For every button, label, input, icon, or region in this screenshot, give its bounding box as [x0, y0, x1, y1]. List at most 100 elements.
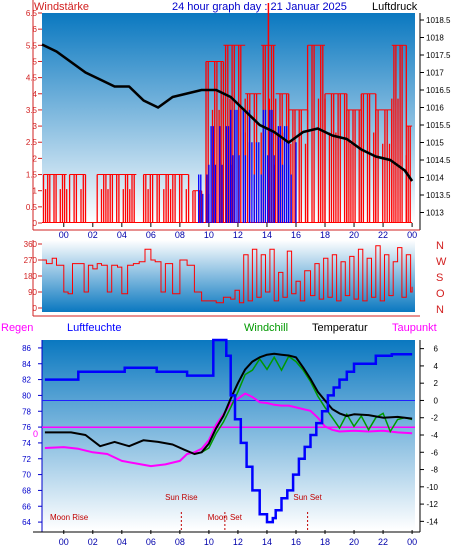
- wind-tick-label: 0: [33, 219, 38, 228]
- compass-label: O: [436, 288, 445, 300]
- p3-hour-label: 20: [349, 537, 359, 547]
- p3-hour-label: 12: [233, 537, 243, 547]
- wind-tick-label: 3: [33, 122, 38, 131]
- humidity-tick-label: 66: [22, 502, 31, 511]
- p1-hour-label: 06: [146, 230, 156, 240]
- regen-zero-label: 0: [33, 429, 38, 439]
- p3-hour-label: 04: [117, 537, 127, 547]
- p1-hour-label: 00: [407, 230, 417, 240]
- temperature-line: [44, 352, 413, 455]
- humidity-tick-label: 80: [22, 391, 31, 400]
- wind-tick-label: 6: [33, 25, 38, 34]
- panel2-plot-area: [42, 240, 415, 312]
- wind-tick-label: 5: [33, 57, 38, 66]
- direction-tick-label: 180: [24, 272, 38, 281]
- humidity-tick-label: 82: [22, 376, 31, 385]
- temperature-tick-label: -14: [426, 517, 438, 526]
- wind-bars: [273, 126, 290, 223]
- humidity-tick-label: 74: [22, 439, 31, 448]
- compass-label: W: [436, 256, 447, 268]
- pressure-line: [41, 43, 414, 182]
- humidity-tick-label: 70: [22, 471, 31, 480]
- legend-taupunkt: Taupunkt: [392, 322, 437, 334]
- pressure-tick-label: 1015: [426, 139, 444, 148]
- p3-hour-label: 08: [175, 537, 185, 547]
- wind-bars: [248, 142, 262, 223]
- gust-bars: [42, 174, 68, 223]
- wind-tick-label: 2.5: [26, 138, 38, 147]
- direction-tick-label: 0: [33, 304, 38, 313]
- temperature-tick-label: -4: [431, 431, 439, 440]
- direction-tick-label: 270: [24, 256, 38, 265]
- p3-hour-label: 14: [262, 537, 272, 547]
- gust-bars: [142, 174, 190, 223]
- temperature-tick-label: 2: [434, 379, 439, 388]
- wind-bars: [262, 109, 275, 223]
- pressure-tick-label: 1013: [426, 209, 444, 218]
- pressure-axis-title: Luftdruck: [372, 1, 418, 13]
- event-label: Moon Rise: [50, 513, 89, 522]
- p3-hour-label: 00: [407, 537, 417, 547]
- direction-tick-label: 360: [24, 240, 38, 249]
- legend-temperatur: Temperatur: [312, 322, 368, 334]
- p1-hour-label: 20: [349, 230, 359, 240]
- gust-bars: [96, 174, 135, 223]
- gust-bars: [68, 174, 87, 223]
- pressure-tick-label: 1013.5: [426, 191, 451, 200]
- p3-hour-label: 10: [204, 537, 214, 547]
- chart-title: 24 hour graph day : 21 Januar 2025: [172, 1, 347, 13]
- humidity-tick-label: 84: [22, 360, 31, 369]
- pressure-tick-label: 1016: [426, 104, 444, 113]
- humidity-tick-label: 76: [22, 423, 31, 432]
- p1-hour-label: 02: [88, 230, 98, 240]
- compass-label: S: [436, 272, 443, 284]
- p1-hour-label: 08: [175, 230, 185, 240]
- wind-tick-label: 4: [33, 90, 38, 99]
- temperature-tick-label: -8: [431, 466, 439, 475]
- gust-bars: [346, 109, 362, 223]
- pressure-tick-label: 1014.5: [426, 156, 451, 165]
- temperature-tick-label: -10: [426, 483, 438, 492]
- wind-tick-label: 5.5: [26, 41, 38, 50]
- wind-direction-line: [42, 245, 413, 304]
- p1-hour-label: 12: [233, 230, 243, 240]
- p1-hour-label: 00: [59, 230, 69, 240]
- pressure-tick-label: 1014: [426, 174, 444, 183]
- event-label: Sun Set: [293, 493, 322, 502]
- wind-tick-label: 6.5: [26, 9, 38, 18]
- humidity-tick-label: 78: [22, 407, 31, 416]
- p1-hour-label: 16: [291, 230, 301, 240]
- gust-bars: [222, 45, 246, 223]
- wind-tick-label: 2: [33, 154, 38, 163]
- compass-label: N: [436, 240, 444, 252]
- direction-tick-label: 90: [28, 288, 37, 297]
- humidity-tick-label: 86: [22, 344, 31, 353]
- legend-regen: Regen: [1, 322, 33, 334]
- event-label: Moon Set: [208, 513, 243, 522]
- panel3-plot-area: [42, 340, 415, 530]
- compass-label: N: [436, 304, 444, 316]
- p1-hour-label: 18: [320, 230, 330, 240]
- wind-axis-title: Windstärke: [34, 1, 89, 13]
- pressure-tick-label: 1017: [426, 69, 444, 78]
- p3-hour-label: 06: [146, 537, 156, 547]
- dewpoint-line: [44, 392, 413, 468]
- temperature-tick-label: -6: [431, 448, 439, 457]
- p1-hour-label: 22: [378, 230, 388, 240]
- pressure-tick-label: 1017.5: [426, 51, 451, 60]
- humidity-tick-label: 72: [22, 455, 31, 464]
- wind-tick-label: 0.5: [26, 203, 38, 212]
- wind-bars: [198, 174, 210, 223]
- wind-tick-label: 3.5: [26, 106, 38, 115]
- p3-hour-label: 16: [291, 537, 301, 547]
- gust-bars: [375, 109, 393, 223]
- gust-bars: [360, 93, 377, 223]
- p3-hour-label: 02: [88, 537, 98, 547]
- legend-luftfeuchte: Luftfeuchte: [67, 322, 121, 334]
- pressure-tick-label: 1015.5: [426, 121, 451, 130]
- pressure-tick-label: 1018.5: [426, 16, 451, 25]
- p1-hour-label: 14: [262, 230, 272, 240]
- pressure-tick-label: 1018: [426, 34, 444, 43]
